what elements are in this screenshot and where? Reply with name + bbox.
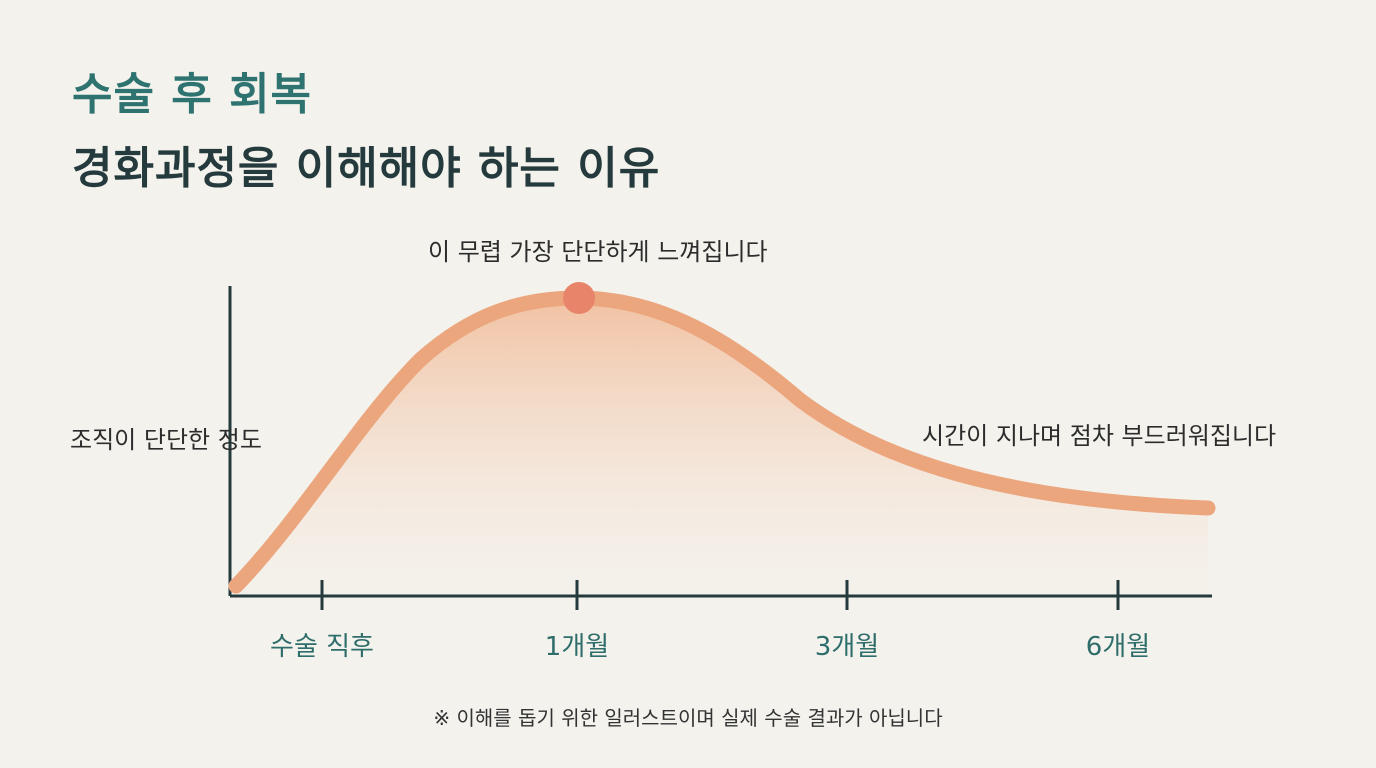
recovery-curve xyxy=(228,290,1216,594)
y-axis-label: 조직이 단단한 정도 xyxy=(70,426,262,454)
x-tick-label-2: 3개월 xyxy=(814,632,880,662)
title-line-1: 수술 후 회복 xyxy=(72,69,313,120)
tail-annotation: 시간이 지나며 점차 부드러워집니다 xyxy=(922,422,1277,450)
footnote: ※ 이해를 돕기 위한 일러스트이며 실제 수술 결과가 아닙니다 xyxy=(433,706,943,730)
x-tick-label-3: 6개월 xyxy=(1085,632,1151,662)
x-tick-label-0: 수술 직후 xyxy=(270,632,374,662)
x-tick-label-1: 1개월 xyxy=(544,632,610,662)
title-line-2: 경화과정을 이해해야 하는 이유 xyxy=(72,143,661,194)
curve-area-fill xyxy=(236,298,1208,596)
peak-annotation: 이 무렵 가장 단단하게 느껴집니다 xyxy=(428,238,768,266)
peak-marker xyxy=(563,282,595,314)
